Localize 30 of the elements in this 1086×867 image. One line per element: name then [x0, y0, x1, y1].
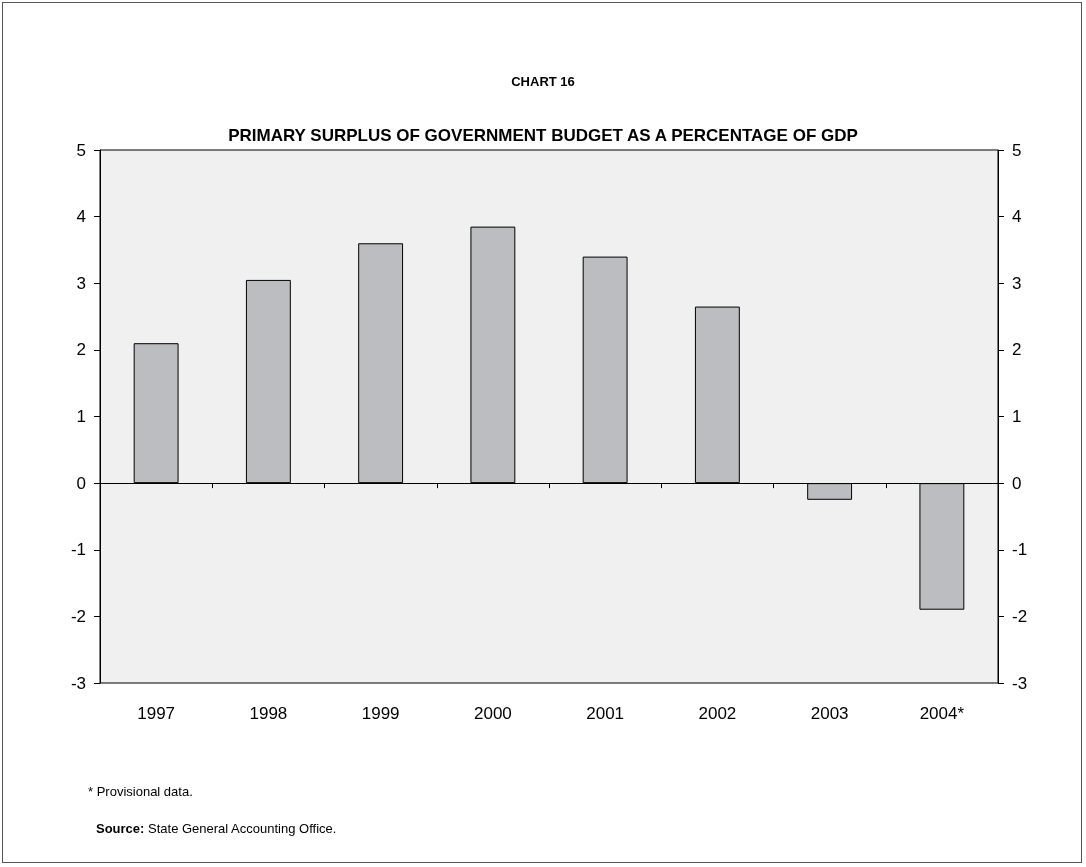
- y-tick-label: 1: [76, 407, 86, 426]
- x-tick-label: 2000: [473, 704, 512, 723]
- y-tick-label: 0: [76, 473, 86, 493]
- y2-tick-label: 2: [1012, 340, 1022, 360]
- y-tick-label: -3: [70, 673, 86, 693]
- y-tick-label: -1: [70, 540, 86, 560]
- source-note: Source: State General Accounting Office.: [96, 821, 337, 836]
- y-tick-label: 5: [76, 140, 86, 160]
- chart-subtitle: PRIMARY SURPLUS OF GOVERNMENT BUDGET AS A PERCENTAGE OF GDP: [228, 126, 858, 145]
- text: * Provisional data.: [88, 784, 193, 799]
- chart-title: CHART 16: [511, 74, 575, 89]
- x-tick-label: 1999: [361, 704, 400, 723]
- y2-tick-label: 0: [1012, 473, 1022, 493]
- y2-tick-label: 1: [1012, 407, 1022, 426]
- y2-tick-label: 4: [1012, 207, 1022, 227]
- y2-tick-label: -3: [1012, 673, 1028, 693]
- y2-tick-label: 5: [1012, 140, 1022, 160]
- x-tick-label: 2001: [586, 704, 625, 723]
- y-tick-label: 2: [76, 340, 86, 360]
- x-tick-label: 1998: [249, 704, 288, 723]
- y2-tick-label: 3: [1012, 273, 1022, 293]
- x-tick-label: 1997: [137, 704, 176, 723]
- y-tick-label: 3: [76, 273, 86, 293]
- y2-tick-label: -1: [1012, 540, 1028, 560]
- y-tick-label: -2: [70, 606, 86, 626]
- y-tick-label: 4: [76, 207, 86, 227]
- x-tick-label: 2004*: [919, 704, 965, 723]
- x-tick-label: 2003: [810, 704, 849, 723]
- x-tick-label: 2002: [698, 704, 737, 723]
- y2-tick-label: -2: [1012, 606, 1028, 626]
